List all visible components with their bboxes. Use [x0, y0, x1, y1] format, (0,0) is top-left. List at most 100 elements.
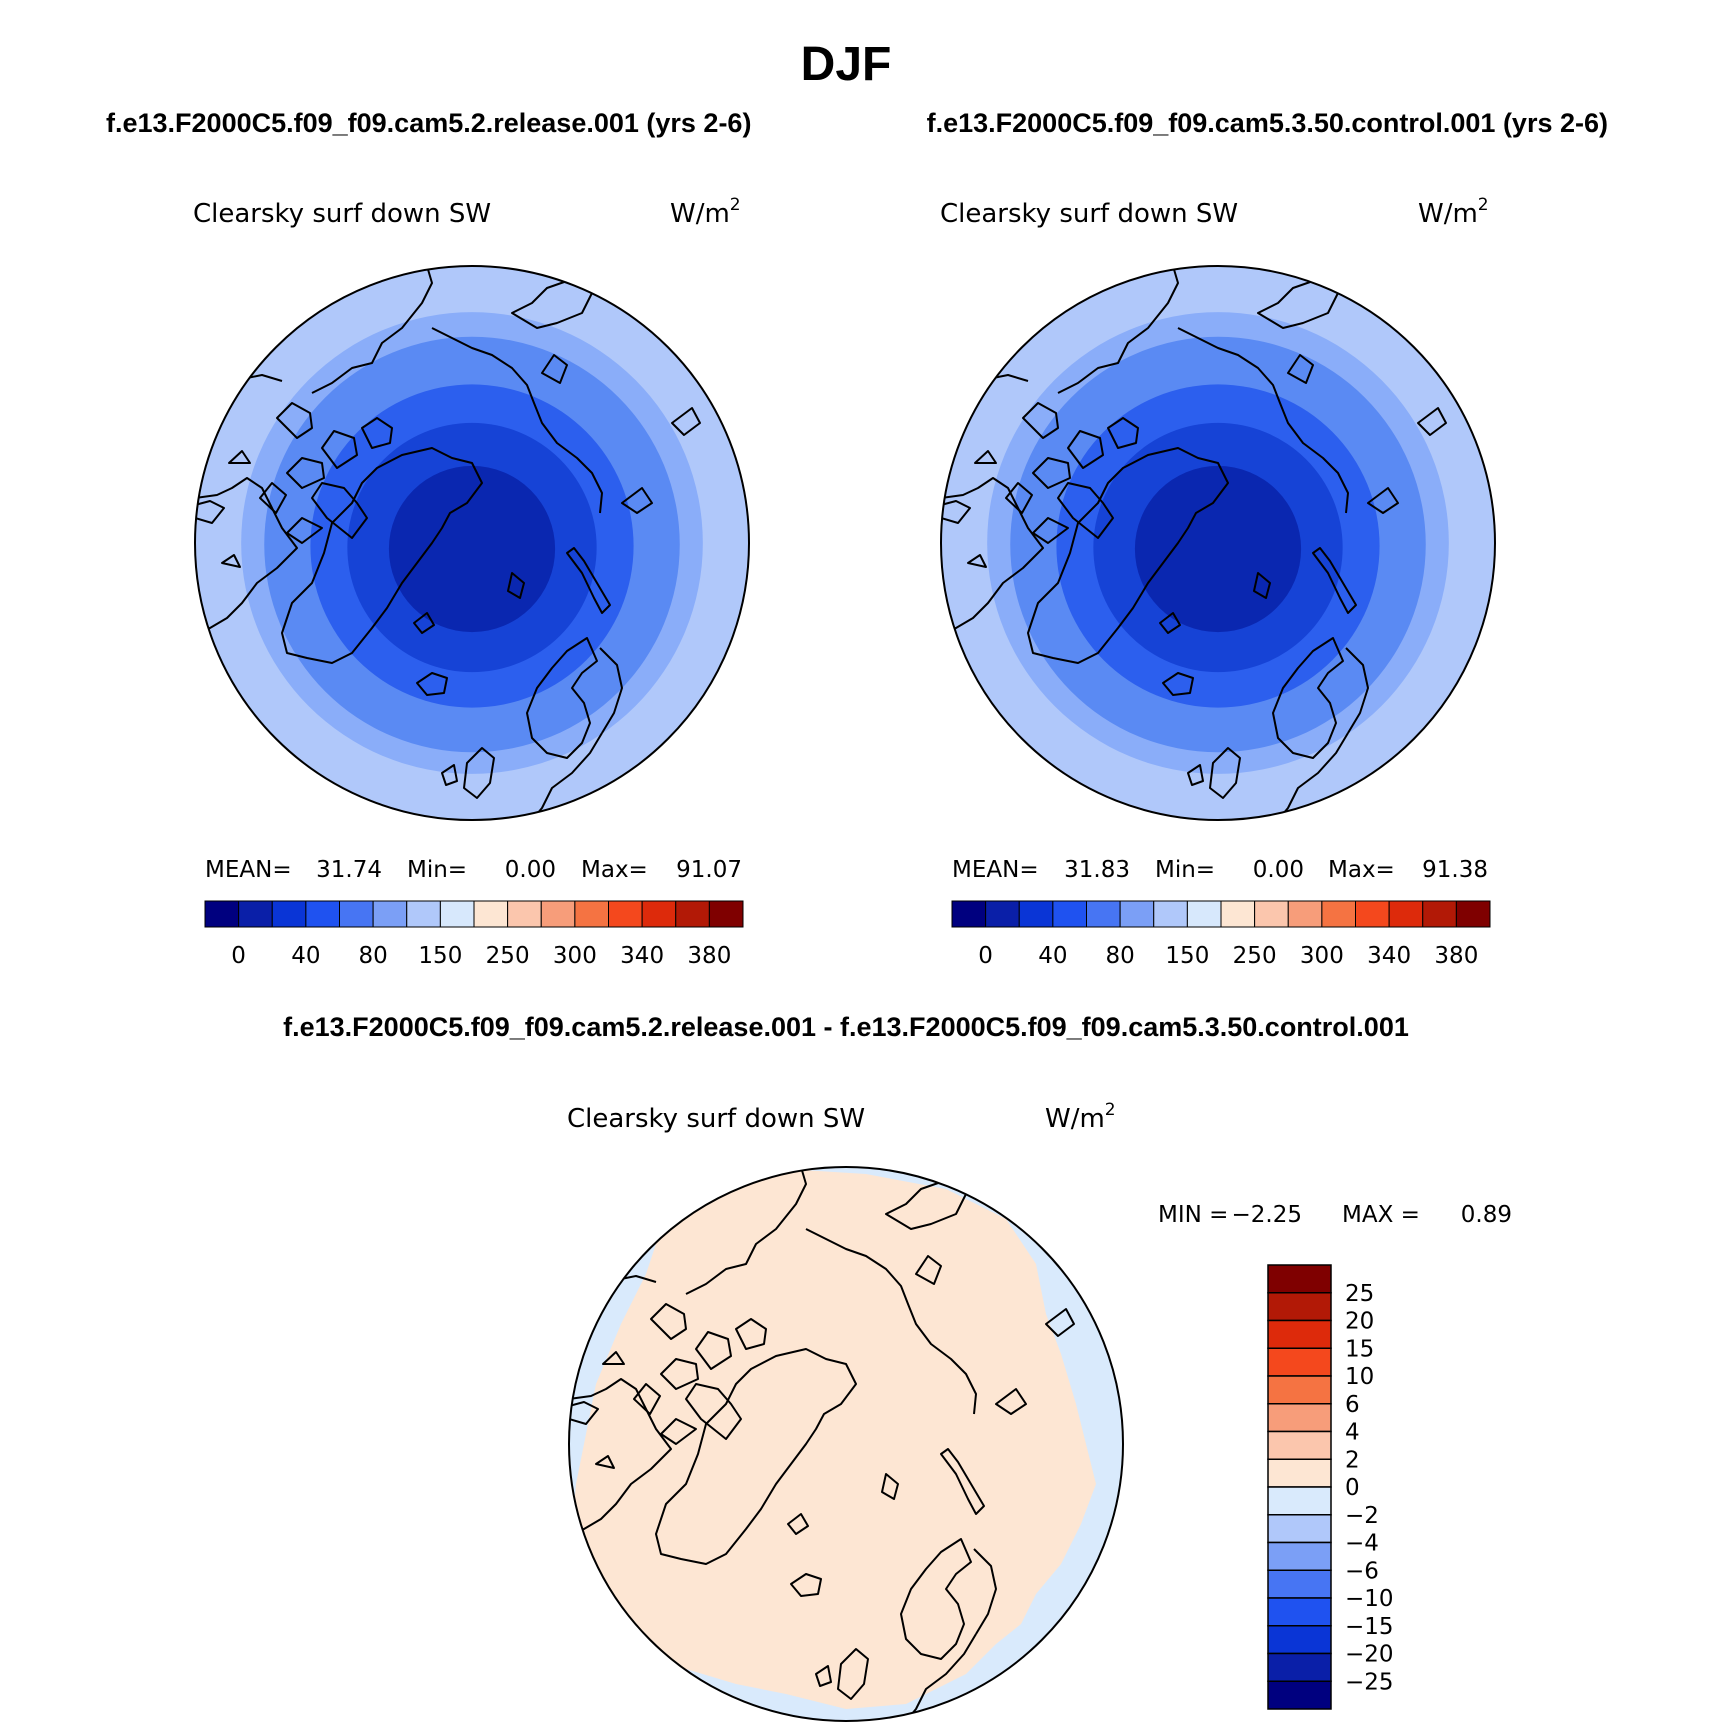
- ring-4: [1134, 465, 1302, 633]
- colorbar-label: 25: [1345, 1281, 1374, 1307]
- variable-label: Clearsky surf down SW: [940, 199, 1238, 229]
- min-value: 0.00: [505, 857, 556, 883]
- colorbar-label: 150: [1165, 943, 1209, 969]
- mean-value: 31.83: [1064, 857, 1130, 883]
- colorbar-box: [1267, 1458, 1332, 1488]
- colorbar-box: [1220, 900, 1256, 928]
- colorbar-label: 40: [291, 943, 320, 969]
- colorbar-box: [1267, 1625, 1332, 1655]
- colorbar-label: 40: [1038, 943, 1067, 969]
- panel-right: Clearsky surf down SW W/m2 MEAN= 31.83 M…: [940, 195, 1496, 969]
- units-superscript: 2: [1105, 1100, 1116, 1120]
- colorbar-label: −10: [1345, 1586, 1394, 1612]
- max-label: Max=: [581, 857, 648, 883]
- colorbar-box: [1267, 1430, 1332, 1460]
- colorbar-label: −2: [1345, 1503, 1379, 1529]
- units-label: W/m2: [670, 195, 741, 229]
- colorbar-box: [985, 900, 1020, 928]
- max-label: Max=: [1328, 857, 1395, 883]
- colorbar-box: [1267, 1569, 1332, 1599]
- colorbar-box: [1355, 900, 1390, 928]
- units-label: W/m2: [1045, 1100, 1116, 1134]
- colorbar-label: −25: [1345, 1669, 1394, 1695]
- colorbar-box: [1267, 1264, 1332, 1294]
- colorbar-label: 150: [418, 943, 462, 969]
- colorbar-box: [675, 900, 710, 928]
- colorbar-label: 380: [1434, 943, 1478, 969]
- colorbar-box: [951, 900, 987, 928]
- min-label: MIN =: [1158, 1202, 1228, 1228]
- colorbar-box: [540, 900, 576, 928]
- colorbar-label: 6: [1345, 1392, 1360, 1418]
- colorbar-left: 0 40 80 150 250 300 340 380: [204, 900, 744, 969]
- colorbar-label: −4: [1345, 1531, 1379, 1557]
- colorbar-label: 340: [620, 943, 664, 969]
- colorbar-label: 300: [1300, 943, 1344, 969]
- colorbar-box: [473, 900, 509, 928]
- stats-line: MEAN= 31.74 Min= 0.00 Max= 91.07: [205, 857, 742, 883]
- min-value: 0.00: [1253, 857, 1304, 883]
- colorbar-label: 380: [687, 943, 731, 969]
- colorbar-label: 300: [553, 943, 597, 969]
- colorbar-label: 0: [231, 943, 246, 969]
- map-boundary: [940, 265, 1496, 821]
- variable-label: Clearsky surf down SW: [193, 199, 491, 229]
- max-value: 0.89: [1461, 1202, 1512, 1228]
- colorbar-label: 2: [1345, 1447, 1360, 1473]
- case-title-left: f.e13.F2000C5.f09_f09.cam5.2.release.001…: [106, 108, 751, 138]
- colorbar-box: [708, 900, 744, 928]
- colorbar-box: [1422, 900, 1457, 928]
- diff-stats: MIN = −2.25 MAX = 0.89: [1158, 1202, 1512, 1228]
- colorbar-label: −15: [1345, 1614, 1394, 1640]
- colorbar-box: [1455, 900, 1491, 928]
- mean-value: 31.74: [316, 857, 382, 883]
- variable-label: Clearsky surf down SW: [567, 1104, 865, 1134]
- colorbar-box: [305, 900, 340, 928]
- max-value: 91.38: [1422, 857, 1488, 883]
- mean-label: MEAN=: [205, 857, 292, 883]
- colorbar-box: [1267, 1514, 1332, 1544]
- figure-title: DJF: [801, 38, 892, 91]
- colorbar-box: [439, 900, 475, 928]
- colorbar-label: 340: [1367, 943, 1411, 969]
- colorbar-box: [204, 900, 240, 928]
- map-boundary: [568, 1166, 1124, 1722]
- ring-4: [388, 465, 556, 633]
- colorbar-box: [372, 900, 408, 928]
- colorbar-box: [507, 900, 542, 928]
- colorbar-box: [574, 900, 609, 928]
- colorbar-label: 80: [358, 943, 387, 969]
- colorbar-box: [339, 900, 374, 928]
- colorbar-box: [1153, 900, 1188, 928]
- colorbar-box: [1267, 1652, 1332, 1682]
- colorbar-box: [1321, 900, 1356, 928]
- map-rings: [941, 266, 1495, 820]
- colorbar-label: 0: [1345, 1475, 1360, 1501]
- map-boundary: [194, 265, 750, 821]
- map-rings: [195, 266, 749, 820]
- colorbar-label: 250: [486, 943, 530, 969]
- colorbar-label: −20: [1345, 1642, 1394, 1668]
- stats-line: MEAN= 31.83 Min= 0.00 Max= 91.38: [952, 857, 1488, 883]
- units-text: W/m: [1418, 199, 1478, 229]
- units-superscript: 2: [730, 195, 741, 215]
- max-label: MAX =: [1342, 1202, 1420, 1228]
- min-label: Min=: [407, 857, 467, 883]
- colorbar-right: 0 40 80 150 250 300 340 380: [951, 900, 1491, 969]
- colorbar-label: 10: [1345, 1364, 1374, 1390]
- colorbar-box: [1267, 1375, 1332, 1405]
- colorbar-box: [1267, 1292, 1332, 1322]
- colorbar-box: [1186, 900, 1222, 928]
- colorbar-box: [1267, 1347, 1332, 1377]
- units-superscript: 2: [1478, 195, 1489, 215]
- panel-left: Clearsky surf down SW W/m2 MEAN= 31.74 M…: [193, 195, 750, 969]
- colorbar-box: [271, 900, 307, 928]
- colorbar-box: [1267, 1319, 1332, 1349]
- colorbar-label: 80: [1105, 943, 1134, 969]
- colorbar-box: [406, 900, 441, 928]
- panel-difference: Clearsky surf down SW W/m2 MIN = −2.25 M…: [567, 1100, 1512, 1722]
- colorbar-box: [608, 900, 643, 928]
- mean-label: MEAN=: [952, 857, 1039, 883]
